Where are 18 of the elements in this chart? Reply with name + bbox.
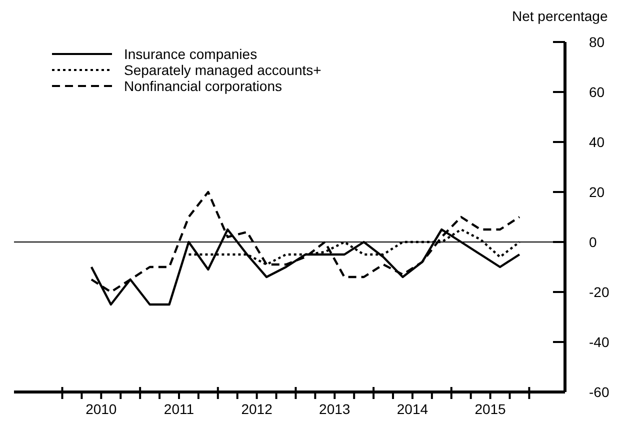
legend-label: Separately managed accounts+ — [124, 62, 322, 78]
y-tick-label: -60 — [589, 384, 610, 400]
y-tick-label: 80 — [589, 34, 605, 50]
y-tick-label: 20 — [589, 184, 605, 200]
y-tick-label: 0 — [589, 234, 597, 250]
x-tick-label: 2014 — [396, 401, 428, 417]
x-tick-label: 2012 — [241, 401, 273, 417]
x-tick-label: 2010 — [86, 401, 117, 417]
x-tick-label: 2011 — [164, 401, 194, 417]
x-tick-label: 2015 — [474, 401, 506, 417]
y-axis-title: Net percentage — [512, 8, 608, 24]
y-tick-label: -40 — [589, 334, 610, 350]
y-tick-label: 40 — [589, 134, 605, 150]
legend-label: Insurance companies — [124, 46, 258, 62]
y-tick-label: 60 — [589, 84, 605, 100]
x-tick-label: 2013 — [319, 401, 350, 417]
y-tick-label: -20 — [589, 284, 610, 300]
legend-label: Nonfinancial corporations — [124, 78, 282, 94]
